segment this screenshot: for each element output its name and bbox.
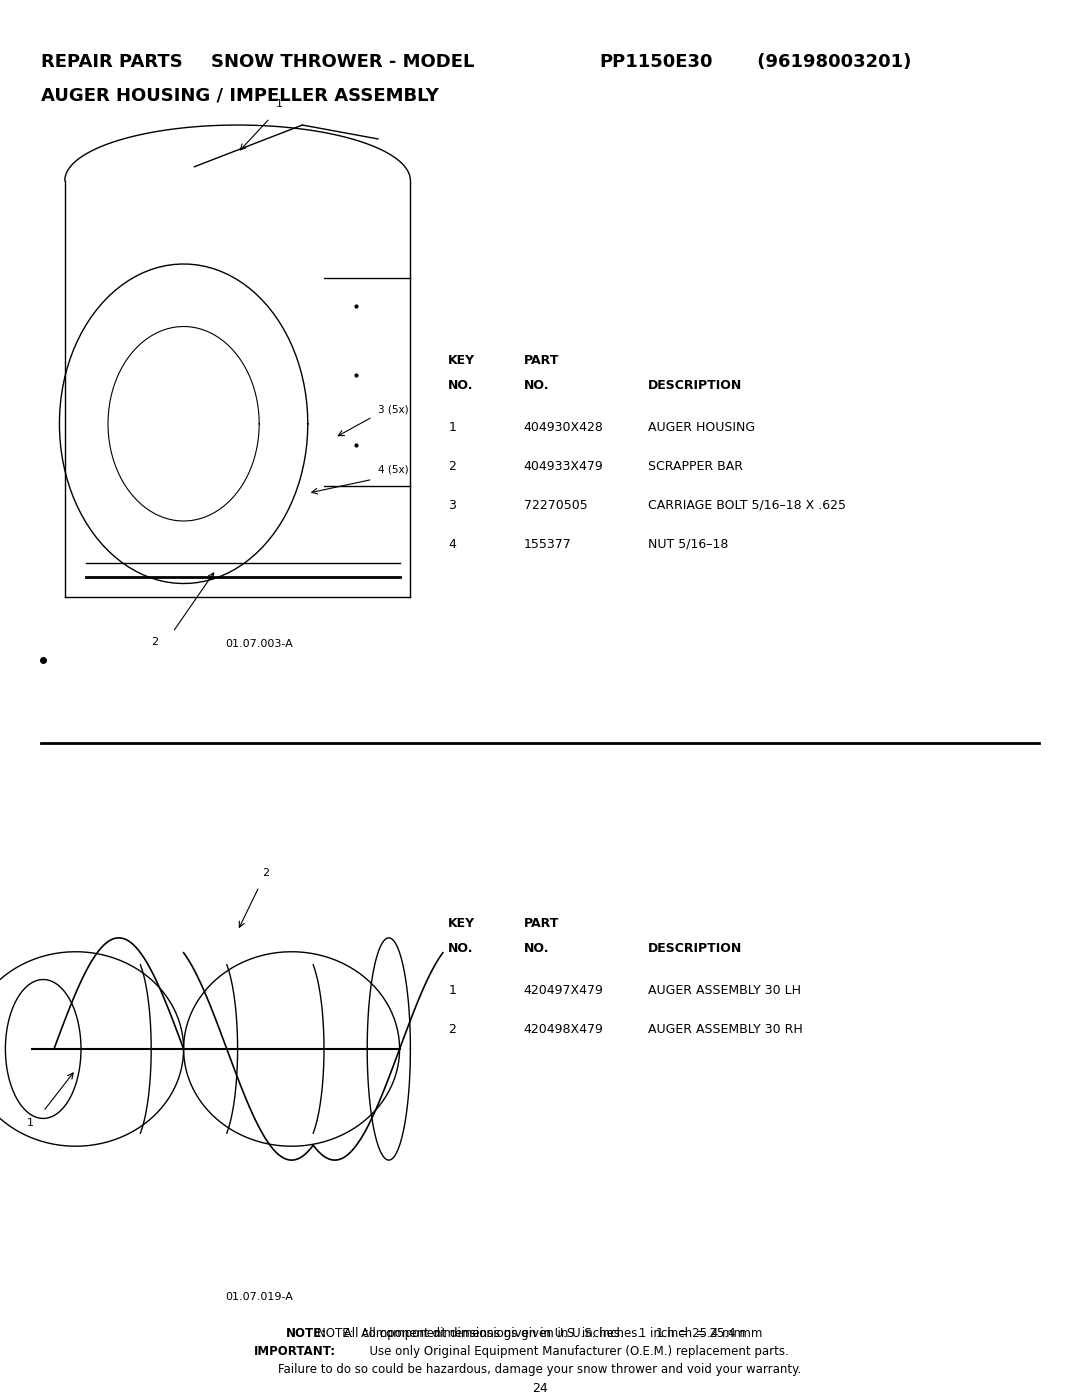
Text: DESCRIPTION: DESCRIPTION [648,380,742,393]
Text: 2: 2 [448,460,456,472]
Text: 2: 2 [151,637,159,647]
Text: NO.: NO. [448,942,474,956]
Text: Failure to do so could be hazardous, damage your snow thrower and void your warr: Failure to do so could be hazardous, dam… [279,1363,801,1376]
Text: 4 (5x): 4 (5x) [378,465,408,475]
Text: 4: 4 [448,538,456,550]
Text: 404930X428: 404930X428 [524,420,604,434]
Text: NUT 5/16–18: NUT 5/16–18 [648,538,728,550]
Text: (96198003201): (96198003201) [751,53,910,71]
Text: DESCRIPTION: DESCRIPTION [648,942,742,956]
Text: 1: 1 [27,1118,33,1127]
Text: SNOW THROWER - MODEL: SNOW THROWER - MODEL [211,53,481,71]
Text: NOTE:: NOTE: [286,1327,327,1340]
Text: 2: 2 [448,1023,456,1035]
Text: 72270505: 72270505 [524,499,588,511]
Text: PART: PART [524,355,559,367]
Text: NOTE:  All component dimensions given in U.S. inches.    1 inch = 25.4 mm: NOTE: All component dimensions given in … [318,1327,762,1340]
Text: PART: PART [524,916,559,930]
Text: AUGER ASSEMBLY 30 LH: AUGER ASSEMBLY 30 LH [648,983,801,996]
Text: 3 (5x): 3 (5x) [378,405,408,415]
Text: NO.: NO. [448,380,474,393]
Text: KEY: KEY [448,916,475,930]
Text: CARRIAGE BOLT 5/16–18 X .625: CARRIAGE BOLT 5/16–18 X .625 [648,499,846,511]
Text: 2: 2 [262,868,270,877]
Text: 1: 1 [448,983,456,996]
Text: 1: 1 [448,420,456,434]
Text: Use only Original Equipment Manufacturer (O.E.M.) replacement parts.: Use only Original Equipment Manufacturer… [362,1345,788,1358]
Text: 24: 24 [532,1383,548,1396]
Text: 01.07.003-A: 01.07.003-A [226,638,293,650]
Text: SCRAPPER BAR: SCRAPPER BAR [648,460,743,472]
Text: 01.07.019-A: 01.07.019-A [226,1292,293,1302]
Text: NO.: NO. [524,380,550,393]
Text: KEY: KEY [448,355,475,367]
Text: 420497X479: 420497X479 [524,983,604,996]
Text: PP1150E30: PP1150E30 [599,53,713,71]
Text: 1: 1 [275,99,282,109]
Text: 420498X479: 420498X479 [524,1023,604,1035]
Text: AUGER ASSEMBLY 30 RH: AUGER ASSEMBLY 30 RH [648,1023,802,1035]
Text: AUGER HOUSING / IMPELLER ASSEMBLY: AUGER HOUSING / IMPELLER ASSEMBLY [41,87,438,103]
Text: REPAIR PARTS: REPAIR PARTS [41,53,183,71]
Text: 155377: 155377 [524,538,571,550]
Text: AUGER HOUSING: AUGER HOUSING [648,420,755,434]
Text: All component dimensions given in U.S. inches.    1 inch = 25.4 mm: All component dimensions given in U.S. i… [340,1327,745,1340]
Text: 404933X479: 404933X479 [524,460,604,472]
Text: 3: 3 [448,499,456,511]
Text: NO.: NO. [524,942,550,956]
Text: IMPORTANT:: IMPORTANT: [254,1345,336,1358]
